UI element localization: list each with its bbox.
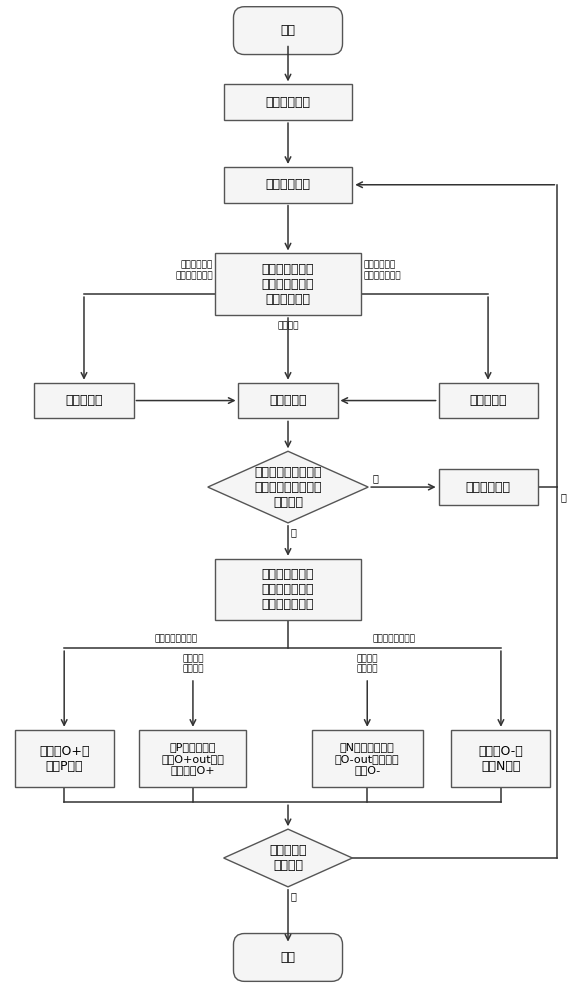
Text: 其他情况: 其他情况 bbox=[278, 321, 299, 330]
Text: 调制信号为负
且小于载波信号: 调制信号为负 且小于载波信号 bbox=[364, 261, 401, 280]
Text: 是: 是 bbox=[372, 473, 378, 483]
Text: 从P状态切换到
暂态O+out再切
换到状态O+: 从P状态切换到 暂态O+out再切 换到状态O+ bbox=[162, 742, 224, 775]
Polygon shape bbox=[224, 829, 353, 887]
Text: 上一输出电压状态和
当前输出电压状态是
否相同？: 上一输出电压状态和 当前输出电压状态是 否相同？ bbox=[254, 466, 322, 509]
Bar bbox=[451, 730, 550, 787]
Text: 从正电压
到零电压: 从正电压 到零电压 bbox=[182, 654, 204, 674]
Bar bbox=[224, 84, 353, 120]
Text: 从零电压到正电压: 从零电压到正电压 bbox=[155, 634, 197, 643]
Polygon shape bbox=[208, 451, 368, 523]
Bar bbox=[35, 383, 133, 418]
Text: 从零电压到负电压: 从零电压到负电压 bbox=[373, 634, 416, 643]
Text: 输出零电压: 输出零电压 bbox=[269, 394, 307, 407]
Text: 输出负电压: 输出负电压 bbox=[469, 394, 507, 407]
Text: 否: 否 bbox=[560, 492, 566, 502]
Text: 判断输出电压切
换过程，产生开
关状态切换方式: 判断输出电压切 换过程，产生开 关状态切换方式 bbox=[262, 568, 314, 611]
FancyBboxPatch shape bbox=[234, 7, 343, 55]
Text: 是: 是 bbox=[291, 891, 297, 901]
Bar bbox=[439, 469, 538, 505]
Bar bbox=[215, 253, 361, 315]
Text: 从N状态切换到暂
态O-out再切换到
状态O-: 从N状态切换到暂 态O-out再切换到 状态O- bbox=[335, 742, 399, 775]
Text: 从负电压
到零电压: 从负电压 到零电压 bbox=[357, 654, 378, 674]
Bar bbox=[140, 730, 246, 787]
Text: 输出正电压: 输出正电压 bbox=[65, 394, 103, 407]
Text: 基波周期是
否结束？: 基波周期是 否结束？ bbox=[269, 844, 307, 872]
Bar bbox=[312, 730, 423, 787]
Bar bbox=[439, 383, 538, 418]
Bar bbox=[215, 559, 361, 620]
Text: 结束: 结束 bbox=[280, 951, 295, 964]
Text: 从状态O-切
换到N状态: 从状态O-切 换到N状态 bbox=[478, 745, 523, 773]
Text: 开始: 开始 bbox=[280, 24, 295, 37]
Text: 从状态O+切
换到P状态: 从状态O+切 换到P状态 bbox=[39, 745, 89, 773]
Text: 采集载波信号: 采集载波信号 bbox=[265, 178, 310, 191]
Bar bbox=[238, 383, 338, 418]
Bar bbox=[224, 167, 353, 203]
Text: 比较调制信号和
载波信号，产生
当前输出电压: 比较调制信号和 载波信号，产生 当前输出电压 bbox=[262, 263, 314, 306]
Text: 调制信号为正
且大于载波信号: 调制信号为正 且大于载波信号 bbox=[175, 261, 213, 280]
Text: 否: 否 bbox=[291, 527, 297, 537]
Text: 得到调制信号: 得到调制信号 bbox=[265, 96, 310, 109]
Text: 输出电压保持: 输出电压保持 bbox=[466, 481, 511, 494]
FancyBboxPatch shape bbox=[234, 934, 343, 981]
Bar bbox=[14, 730, 114, 787]
